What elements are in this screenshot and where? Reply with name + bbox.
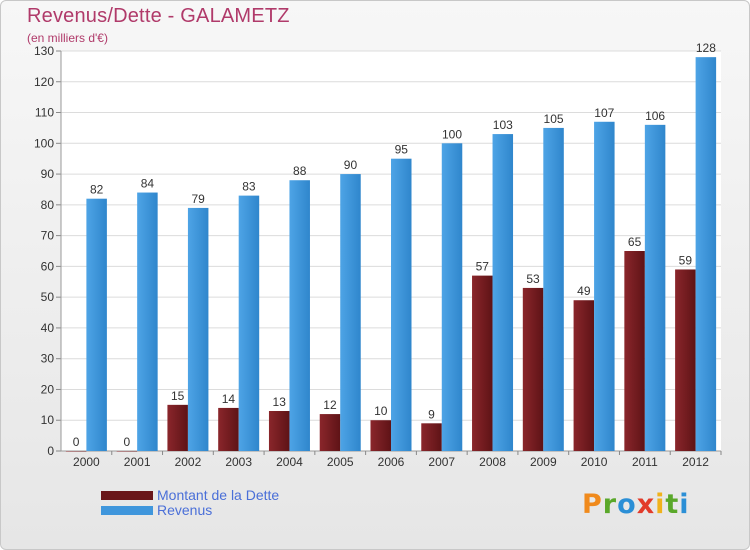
bar-dette: [167, 404, 188, 451]
data-label-dette: 13: [273, 395, 287, 409]
bar-revenus: [187, 207, 209, 451]
y-tick-label: 120: [34, 75, 54, 89]
x-tick-label: 2011: [632, 455, 658, 469]
bar-revenus: [644, 124, 666, 451]
data-label-revenus: 79: [191, 192, 205, 206]
legend-label-revenus: Revenus: [157, 502, 213, 518]
data-label-revenus: 84: [141, 177, 155, 191]
bar-revenus: [594, 121, 615, 452]
bar-revenus: [492, 134, 514, 452]
data-label-dette: 0: [73, 435, 80, 449]
data-label-revenus: 128: [696, 41, 716, 55]
data-label-revenus: 105: [544, 112, 564, 126]
data-label-dette: 57: [476, 260, 490, 274]
bar-revenus: [340, 174, 361, 452]
data-label-dette: 0: [124, 435, 131, 449]
x-tick-label: 2002: [175, 455, 202, 469]
chart-title: Revenus/Dette - GALAMETZ: [27, 5, 290, 27]
data-label-dette: 53: [526, 272, 540, 286]
plot-area: 0 10 20 30 40 50 60 70 80 90 100 110 120 130 0 82 2000 0 8…: [34, 41, 722, 469]
data-label-revenus: 107: [594, 106, 614, 120]
legend-item-dette: Montant de la Dette: [101, 488, 279, 503]
x-tick-label: 2012: [682, 455, 709, 469]
y-tick-label: 50: [41, 290, 55, 304]
y-tick-label: 40: [41, 321, 55, 335]
x-tick-label: 2003: [225, 455, 252, 469]
x-tick-label: 2001: [124, 455, 151, 469]
y-tick-label: 70: [41, 229, 55, 243]
y-tick-label: 20: [41, 382, 55, 396]
data-label-revenus: 82: [90, 183, 104, 197]
bar-dette: [370, 420, 391, 451]
legend: Montant de la Dette Revenus: [101, 488, 279, 518]
legend-swatch-revenus: [101, 506, 153, 515]
data-label-revenus: 100: [442, 127, 462, 141]
x-tick-label: 2000: [73, 455, 100, 469]
bar-dette: [268, 411, 290, 451]
bar-revenus: [238, 195, 260, 451]
y-tick-label: 130: [34, 44, 54, 58]
data-label-dette: 49: [577, 284, 591, 298]
bar-revenus: [543, 127, 564, 451]
x-tick-label: 2010: [581, 455, 608, 469]
data-label-dette: 10: [374, 404, 388, 418]
bar-revenus: [441, 143, 463, 452]
bar-dette: [421, 423, 442, 451]
y-tick-label: 10: [41, 413, 55, 427]
chart-subtitle: (en milliers d'€): [27, 31, 108, 45]
data-label-dette: 59: [679, 253, 693, 267]
y-tick-label: 90: [41, 167, 55, 181]
y-tick-label: 80: [41, 198, 55, 212]
y-tick-label: 0: [47, 444, 54, 458]
bar-dette: [116, 451, 138, 452]
data-label-dette: 14: [222, 392, 236, 406]
bar-dette: [319, 414, 341, 451]
data-label-revenus: 83: [242, 180, 256, 194]
legend-item-revenus: Revenus: [101, 503, 279, 518]
data-label-dette: 9: [428, 407, 435, 421]
legend-label-dette: Montant de la Dette: [157, 487, 280, 503]
proxiti-logo: Proxiti: [582, 489, 690, 520]
y-tick-label: 30: [41, 352, 55, 366]
y-tick-label: 60: [41, 259, 55, 273]
data-label-revenus: 95: [395, 143, 409, 157]
legend-swatch-dette: [101, 491, 153, 500]
data-label-revenus: 90: [344, 158, 358, 172]
bar-dette: [522, 287, 544, 451]
bar-dette: [65, 451, 87, 452]
bar-revenus: [695, 57, 717, 452]
data-label-revenus: 103: [493, 118, 513, 132]
y-tick-label: 110: [35, 106, 54, 120]
data-label-dette: 12: [323, 398, 337, 412]
data-label-revenus: 106: [645, 109, 665, 123]
bar-revenus: [289, 180, 310, 451]
x-tick-label: 2009: [530, 455, 557, 469]
bar-dette: [218, 407, 239, 451]
y-tick-label: 100: [34, 136, 54, 150]
x-tick-label: 2006: [378, 455, 405, 469]
x-tick-label: 2007: [428, 455, 455, 469]
data-label-dette: 65: [628, 235, 642, 249]
data-label-dette: 15: [171, 389, 185, 403]
x-tick-label: 2004: [276, 455, 303, 469]
bar-dette: [675, 269, 696, 451]
bar-revenus: [137, 192, 158, 452]
x-tick-label: 2008: [479, 455, 506, 469]
bar-dette: [573, 300, 595, 451]
bar-revenus: [86, 198, 107, 451]
bar-revenus: [391, 158, 412, 451]
bar-dette: [472, 275, 493, 451]
data-label-revenus: 88: [293, 164, 307, 178]
bar-dette: [624, 251, 645, 451]
x-tick-label: 2005: [327, 455, 354, 469]
